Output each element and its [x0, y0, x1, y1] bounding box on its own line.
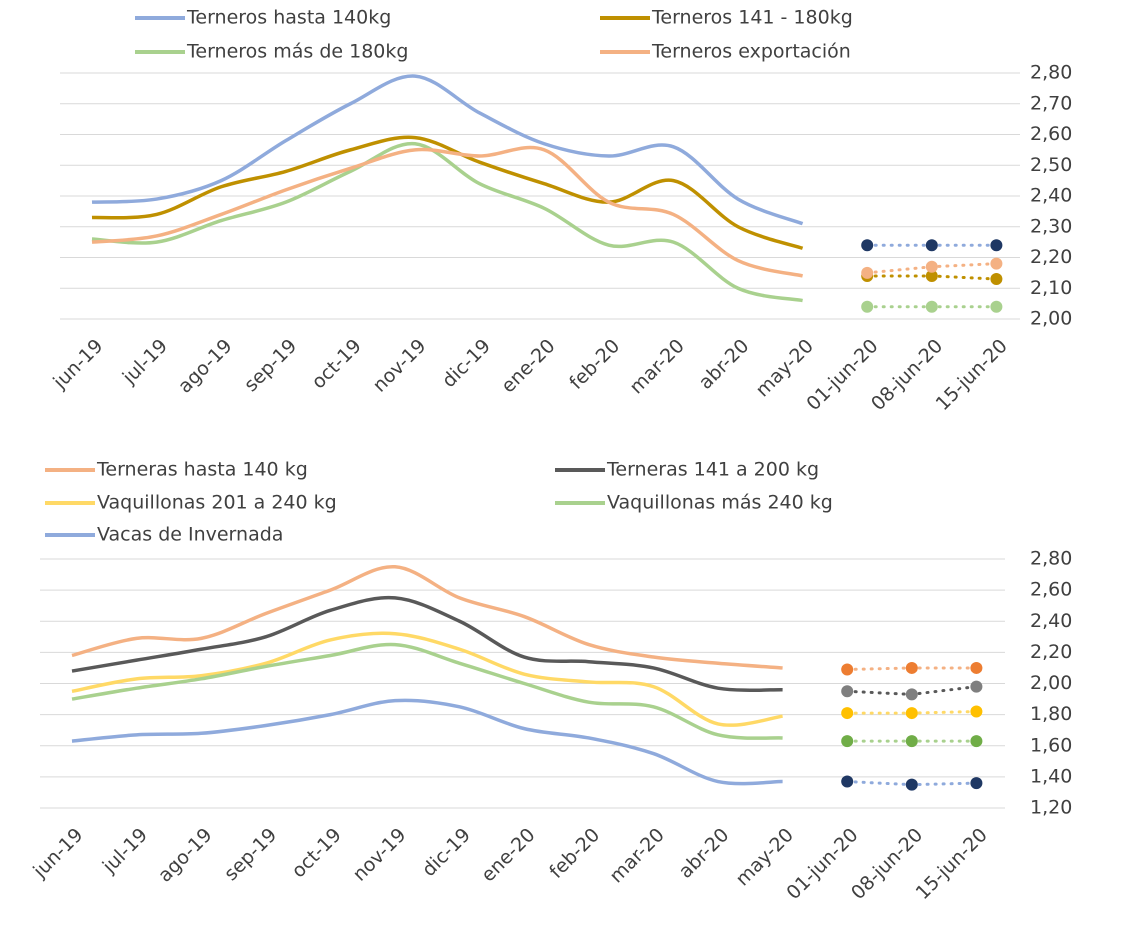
x-tick-label: abr-20 [674, 824, 733, 883]
series-line [91, 145, 804, 278]
legend-label: Terneros hasta 140kg [186, 7, 391, 29]
x-tick-label: jun-19 [28, 824, 87, 883]
y-tick-label: 2,70 [1030, 92, 1072, 114]
series-line [71, 642, 783, 740]
x-tick-label: sep-19 [240, 335, 301, 396]
y-tick-label: 2,80 [1030, 548, 1072, 570]
y-tick-label: 2,40 [1030, 185, 1072, 207]
x-tick-label: jul-19 [98, 824, 152, 878]
y-tick-label: 1,60 [1030, 734, 1072, 756]
x-tick-label: feb-20 [565, 335, 624, 394]
legend-label: Terneros 141 - 180kg [651, 7, 853, 29]
x-tick-label: jul-19 [118, 335, 172, 389]
y-tick-label: 1,40 [1030, 765, 1072, 787]
x-tick-label: nov-19 [349, 824, 411, 886]
x-tick-label: oct-19 [307, 335, 365, 393]
x-tick-label: abr-20 [694, 335, 753, 394]
weekly-point [841, 775, 854, 788]
weekly-point [925, 260, 938, 273]
series-line [91, 135, 804, 250]
weekly-point [841, 663, 854, 676]
weekly-point [970, 735, 983, 748]
x-tick-label: may-20 [731, 824, 798, 891]
weekly-point [841, 707, 854, 720]
weekly-point [925, 269, 938, 282]
x-tick-label: may-20 [751, 335, 818, 402]
y-tick-label: 1,80 [1030, 703, 1072, 725]
x-tick-label: sep-19 [220, 824, 281, 885]
legend-label: Vacas de Invernada [97, 524, 283, 546]
x-tick-label: mar-20 [605, 824, 668, 887]
y-tick-label: 1,20 [1030, 797, 1072, 819]
y-tick-label: 2,50 [1030, 154, 1072, 176]
weekly-point [905, 707, 918, 720]
y-tick-label: 2,00 [1030, 308, 1072, 330]
weekly-point [970, 661, 983, 674]
x-tick-label: dic-19 [418, 824, 475, 881]
series-line [71, 631, 783, 727]
x-tick-label: jun-19 [48, 335, 107, 394]
y-tick-label: 2,80 [1030, 62, 1072, 84]
y-tick-label: 2,40 [1030, 610, 1072, 632]
y-tick-label: 2,00 [1030, 672, 1072, 694]
x-tick-label: dic-19 [438, 335, 495, 392]
weekly-point [905, 735, 918, 748]
weekly-point [925, 239, 938, 252]
legend-label: Terneros exportación [651, 41, 851, 63]
x-tick-label: oct-19 [287, 824, 345, 882]
weekly-point [925, 300, 938, 313]
weekly-point [841, 735, 854, 748]
y-tick-label: 2,60 [1030, 579, 1072, 601]
weekly-point [970, 777, 983, 790]
weekly-point [841, 685, 854, 698]
x-tick-label: ago-19 [174, 335, 237, 398]
y-tick-label: 2,60 [1030, 123, 1072, 145]
legend-label: Terneras hasta 140 kg [96, 459, 308, 481]
series-line [91, 141, 803, 303]
weekly-point [861, 266, 874, 279]
series-line [91, 74, 804, 226]
y-tick-label: 2,10 [1030, 277, 1072, 299]
weekly-point [990, 257, 1003, 270]
y-tick-label: 2,30 [1030, 215, 1072, 237]
legend-label: Terneras 141 a 200 kg [606, 459, 819, 481]
y-tick-label: 2,20 [1030, 641, 1072, 663]
x-tick-label: ene-20 [497, 335, 560, 398]
weekly-point [990, 300, 1003, 313]
weekly-point [905, 661, 918, 674]
x-tick-label: ago-19 [154, 824, 217, 887]
series-line [71, 595, 783, 692]
legend-label: Vaquillonas más 240 kg [607, 492, 833, 514]
weekly-point [990, 273, 1003, 286]
weekly-point [905, 688, 918, 701]
legend-label: Vaquillonas 201 a 240 kg [97, 492, 337, 514]
weekly-point [861, 300, 874, 313]
x-tick-label: mar-20 [625, 335, 688, 398]
weekly-point [970, 705, 983, 718]
legend-label: Terneros más de 180kg [186, 41, 408, 63]
x-tick-label: feb-20 [545, 824, 604, 883]
weekly-point [970, 680, 983, 693]
series-line [71, 565, 783, 670]
weekly-point [905, 778, 918, 791]
series-line [71, 698, 783, 786]
y-tick-label: 2,20 [1030, 246, 1072, 268]
x-tick-label: ene-20 [477, 824, 540, 887]
weekly-point [861, 239, 874, 252]
weekly-point [990, 239, 1003, 252]
x-tick-label: nov-19 [369, 335, 431, 397]
